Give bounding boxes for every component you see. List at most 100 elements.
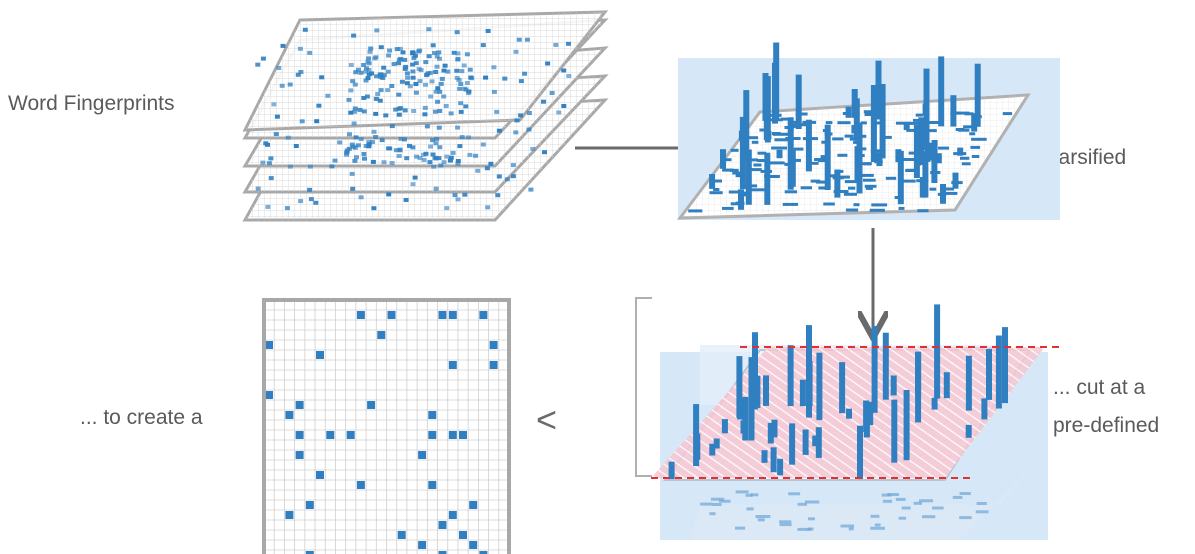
fingerprint-dot <box>405 75 411 80</box>
fingerprint-dot <box>426 27 432 32</box>
cut-bar <box>761 450 768 463</box>
sparse-dash <box>869 208 885 212</box>
fingerprint-dot <box>404 71 410 76</box>
fingerprint-dot <box>396 154 402 158</box>
fingerprint-dot <box>378 75 384 80</box>
fingerprint-dot <box>396 61 402 66</box>
fingerprint-dot <box>436 125 442 130</box>
fingerprint-dot <box>455 51 461 56</box>
cut-bar <box>771 419 778 438</box>
sparse-bar <box>776 149 783 159</box>
fingerprint-dot <box>458 109 464 114</box>
fingerprint-dot <box>307 164 313 169</box>
fingerprint-dot <box>457 86 463 91</box>
sparse-bar <box>974 63 981 127</box>
cut-dash <box>952 495 963 499</box>
fingerprint-dot <box>414 154 420 159</box>
fingerprint-dot <box>366 68 372 72</box>
fingerprint-dot <box>424 124 430 129</box>
fingerprint-dot <box>260 160 266 165</box>
fingerprint-dot <box>464 52 470 57</box>
fingerprint-dot <box>437 89 443 94</box>
fingerprint-dot <box>423 82 428 87</box>
to-create-label: ... to create a <box>80 406 203 429</box>
sdr-cell <box>265 391 273 399</box>
cut-dash <box>711 503 722 506</box>
sdr-cell <box>428 481 437 489</box>
fingerprint-dot <box>434 54 440 59</box>
cut-dash <box>959 516 972 520</box>
fingerprint-dot <box>412 53 418 58</box>
fingerprint-dot <box>502 76 508 81</box>
fingerprint-dot <box>352 145 358 150</box>
fingerprint-dot <box>394 47 400 52</box>
fingerprint-dot <box>325 93 331 98</box>
fingerprint-dot <box>361 63 367 67</box>
fingerprint-dot <box>284 206 290 211</box>
fingerprint-dot <box>459 135 465 140</box>
fingerprint-dot <box>491 89 497 94</box>
sparse-bar <box>923 68 930 148</box>
sparse-dash <box>941 187 954 191</box>
fingerprint-dot <box>459 69 465 74</box>
fingerprint-dot <box>386 53 392 58</box>
sparse-bar <box>805 119 812 172</box>
fingerprint-dot <box>473 153 479 158</box>
fingerprint-dot <box>542 150 547 155</box>
sparse-dash <box>732 171 742 175</box>
sparse-dash <box>865 186 873 190</box>
sparse-bar <box>834 169 841 198</box>
fingerprint-dot <box>454 30 460 35</box>
sparse-bar <box>772 62 778 124</box>
sdr-cell <box>448 511 457 519</box>
fingerprint-dot <box>436 156 442 161</box>
sparse-dash <box>713 188 720 191</box>
cut-bar <box>693 404 700 466</box>
cut-bar <box>891 399 898 463</box>
fingerprint-dot <box>422 105 428 110</box>
fingerprint-dot <box>255 186 261 191</box>
sparse-bar <box>745 149 752 205</box>
sparse-dash <box>833 190 849 193</box>
sparse-bar <box>874 152 881 161</box>
sparse-bar <box>952 172 959 189</box>
cut-bar <box>787 345 794 407</box>
sparse-bar <box>795 74 802 129</box>
fingerprint-dot <box>526 127 532 132</box>
fingerprint-dot <box>433 70 439 74</box>
fingerprint-dot <box>373 135 379 139</box>
fingerprint-dot <box>513 130 519 135</box>
sparse-dash <box>863 162 871 166</box>
fingerprint-dot <box>433 109 438 114</box>
cut-bar <box>812 435 819 447</box>
fingerprint-dot <box>435 86 441 91</box>
fingerprint-dot <box>444 206 450 211</box>
fingerprint-dot <box>437 109 443 113</box>
fingerprint-dot <box>397 148 403 153</box>
sparse-dash <box>790 120 798 124</box>
fingerprint-dot <box>530 146 536 151</box>
cut-bar <box>934 304 941 399</box>
sparse-dash <box>782 202 798 206</box>
fingerprint-dot <box>423 60 429 65</box>
fingerprint-dot <box>421 158 427 162</box>
cut-bar <box>802 429 809 455</box>
cut-dash <box>898 516 907 520</box>
fingerprint-dot <box>298 70 304 74</box>
sparse-bar <box>845 106 852 118</box>
cut-dash <box>919 499 933 503</box>
cut-bar <box>903 390 910 461</box>
fingerprint-dot <box>514 118 520 123</box>
fingerprint-dot <box>434 64 440 69</box>
fingerprint-dot <box>363 69 369 74</box>
cut-dash <box>709 512 716 516</box>
fingerprint-dot <box>349 171 355 176</box>
fingerprint-dot <box>410 50 416 55</box>
fingerprint-dot <box>454 68 460 73</box>
sdr-cell <box>469 541 478 549</box>
fingerprint-dot <box>448 111 454 116</box>
fingerprint-dot <box>367 49 373 54</box>
cut-dash <box>755 515 771 518</box>
sdr-cell <box>367 401 376 409</box>
fingerprint-dot <box>411 109 417 113</box>
